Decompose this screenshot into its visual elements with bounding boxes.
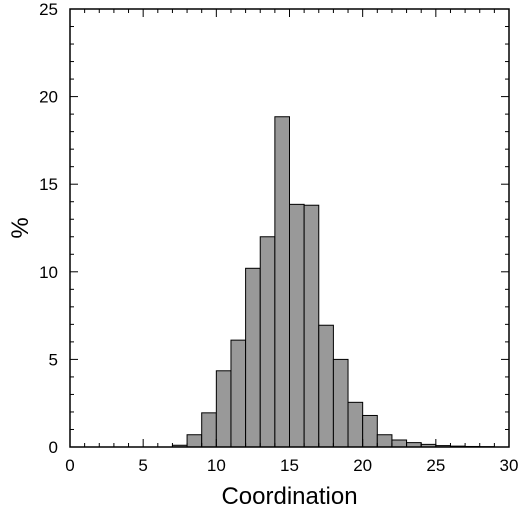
y-tick-label: 20 [39,88,58,107]
histogram-bar [230,339,247,448]
histogram-bar [362,414,378,448]
histogram-bar [201,412,217,448]
histogram-bar [332,358,349,448]
x-tick-label: 25 [426,456,445,475]
x-tick-label: 5 [138,456,147,475]
y-tick-label: 15 [39,175,58,194]
x-tick-label: 30 [500,456,519,475]
axis-ticks [69,8,510,448]
histogram-bar [186,434,203,448]
y-tick-label: 10 [39,263,58,282]
tick-labels: 0 5 10 15 20 25 30 0 5 10 15 20 25 [39,0,518,475]
x-axis-title: Coordination [221,483,357,510]
y-tick-label: 0 [49,438,58,457]
histogram-bar [347,401,364,448]
histogram-bar [303,204,320,448]
y-tick-label: 5 [49,350,58,369]
bars-group [171,116,495,448]
y-axis-title: % [7,217,34,238]
x-tick-label: 15 [280,456,299,475]
histogram-bar [391,439,408,448]
histogram-bar [245,267,261,448]
histogram-bar [376,434,393,448]
x-tick-label: 10 [207,456,226,475]
histogram-bar [215,370,232,448]
y-tick-label: 25 [39,0,58,19]
histogram-bar [274,116,291,448]
histogram-bar [259,236,276,448]
histogram-bar [289,203,305,448]
x-tick-label: 0 [65,456,74,475]
histogram-bar [318,324,334,448]
x-tick-label: 20 [353,456,372,475]
